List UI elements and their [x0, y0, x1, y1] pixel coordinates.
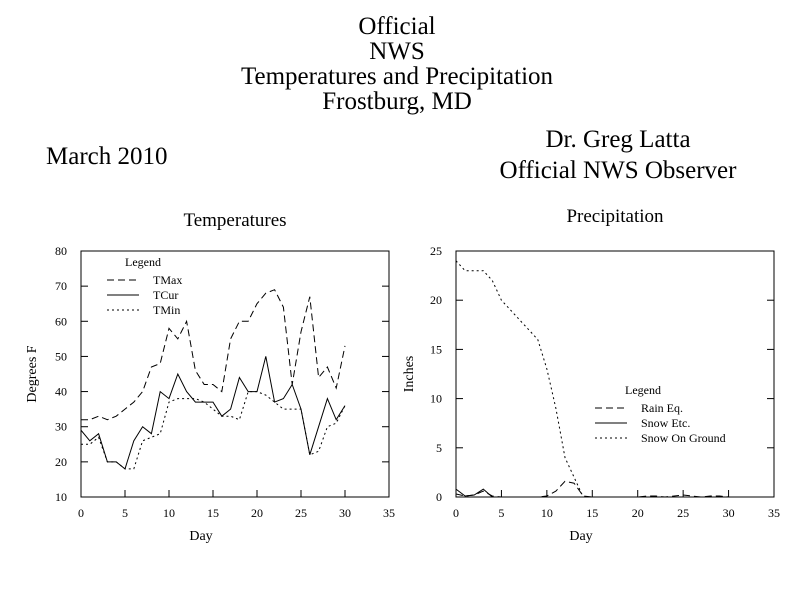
temp-x-tick-label: 5 [122, 506, 128, 520]
precip-y-tick-label: 25 [430, 244, 442, 258]
precip-y-tick-label: 20 [430, 293, 442, 307]
precip-legend-title: Legend [625, 383, 661, 397]
temp-y-tick-label: 10 [55, 490, 67, 504]
title-line: Temperatures and Precipitation [240, 63, 554, 90]
temp-chart-title: Temperatures [183, 210, 286, 231]
precip-y-tick-label: 10 [430, 392, 442, 406]
precip-chart-title: Precipitation [566, 206, 664, 227]
precip-y-tick-label: 0 [436, 490, 442, 504]
temp-x-tick-label: 30 [339, 506, 351, 520]
temp-x-tick-label: 0 [78, 506, 84, 520]
temp-x-tick-label: 20 [251, 506, 263, 520]
precip-y-tick-label: 15 [430, 342, 442, 356]
precip-series-rain-eq [456, 480, 729, 497]
temp-plot-frame [80, 250, 390, 498]
temp-y-axis-label: Degrees F [25, 345, 40, 402]
temp-y-tick-label: 50 [55, 349, 67, 363]
precip-y-axis-label: Inches [402, 356, 417, 393]
precip-x-tick-label: 30 [723, 506, 735, 520]
temp-legend-label: TMin [153, 303, 180, 317]
temp-series-tmin [81, 391, 346, 470]
precip-x-tick-label: 25 [677, 506, 689, 520]
month-label: March 2010 [46, 143, 168, 170]
temp-y-tick-label: 80 [55, 244, 67, 258]
temp-y-tick-label: 30 [55, 420, 67, 434]
precip-x-tick-label: 20 [632, 506, 644, 520]
temp-x-tick-label: 10 [163, 506, 175, 520]
temp-series-tmax [81, 289, 346, 421]
precip-y-tick-label: 5 [436, 441, 442, 455]
precip-x-tick-label: 0 [453, 506, 459, 520]
precip-x-tick-label: 15 [586, 506, 598, 520]
title-line: Frostburg, MD [322, 88, 472, 115]
precip-series-snow-on-ground [456, 260, 729, 497]
precip-legend-label: Snow On Ground [641, 431, 726, 445]
precip-legend-label: Snow Etc. [641, 416, 690, 430]
precip-x-axis-label: Day [569, 529, 592, 544]
precip-x-tick-label: 5 [498, 506, 504, 520]
temp-legend-label: TCur [153, 288, 178, 302]
observer-name: Dr. Greg Latta [545, 126, 691, 153]
precip-x-tick-label: 35 [768, 506, 780, 520]
temp-x-tick-label: 15 [207, 506, 219, 520]
precip-x-tick-label: 10 [541, 506, 553, 520]
temp-legend-label: TMax [153, 273, 182, 287]
page-title: Official NWS Temperatures and Precipitat… [241, 14, 553, 114]
temp-x-tick-label: 25 [295, 506, 307, 520]
observer-block: Dr. Greg Latta Official NWS Observer [500, 124, 737, 186]
temp-series-tcur [81, 356, 346, 470]
observer-title: Official NWS Observer [499, 157, 737, 184]
precipitation-chart: Precipitation 0 5 10 15 20 25 30 35 0 5 10 15 20 25 Day… [402, 206, 780, 544]
title-line: NWS [369, 38, 425, 65]
temp-y-tick-label: 70 [55, 279, 67, 293]
temp-x-axis-label: Day [189, 529, 212, 544]
temperature-chart: Temperatures 0 5 10 15 20 25 30 35 10 20 30 40 50 60 70… [25, 210, 395, 544]
title-line: Official [358, 13, 436, 40]
temp-y-tick-label: 60 [55, 314, 67, 328]
temp-y-tick-label: 40 [55, 385, 67, 399]
temp-x-tick-label: 35 [383, 506, 395, 520]
precip-legend-label: Rain Eq. [641, 401, 683, 415]
precip-plot-frame [455, 250, 775, 498]
temp-y-tick-label: 20 [55, 455, 67, 469]
temp-legend-title: Legend [125, 255, 161, 269]
